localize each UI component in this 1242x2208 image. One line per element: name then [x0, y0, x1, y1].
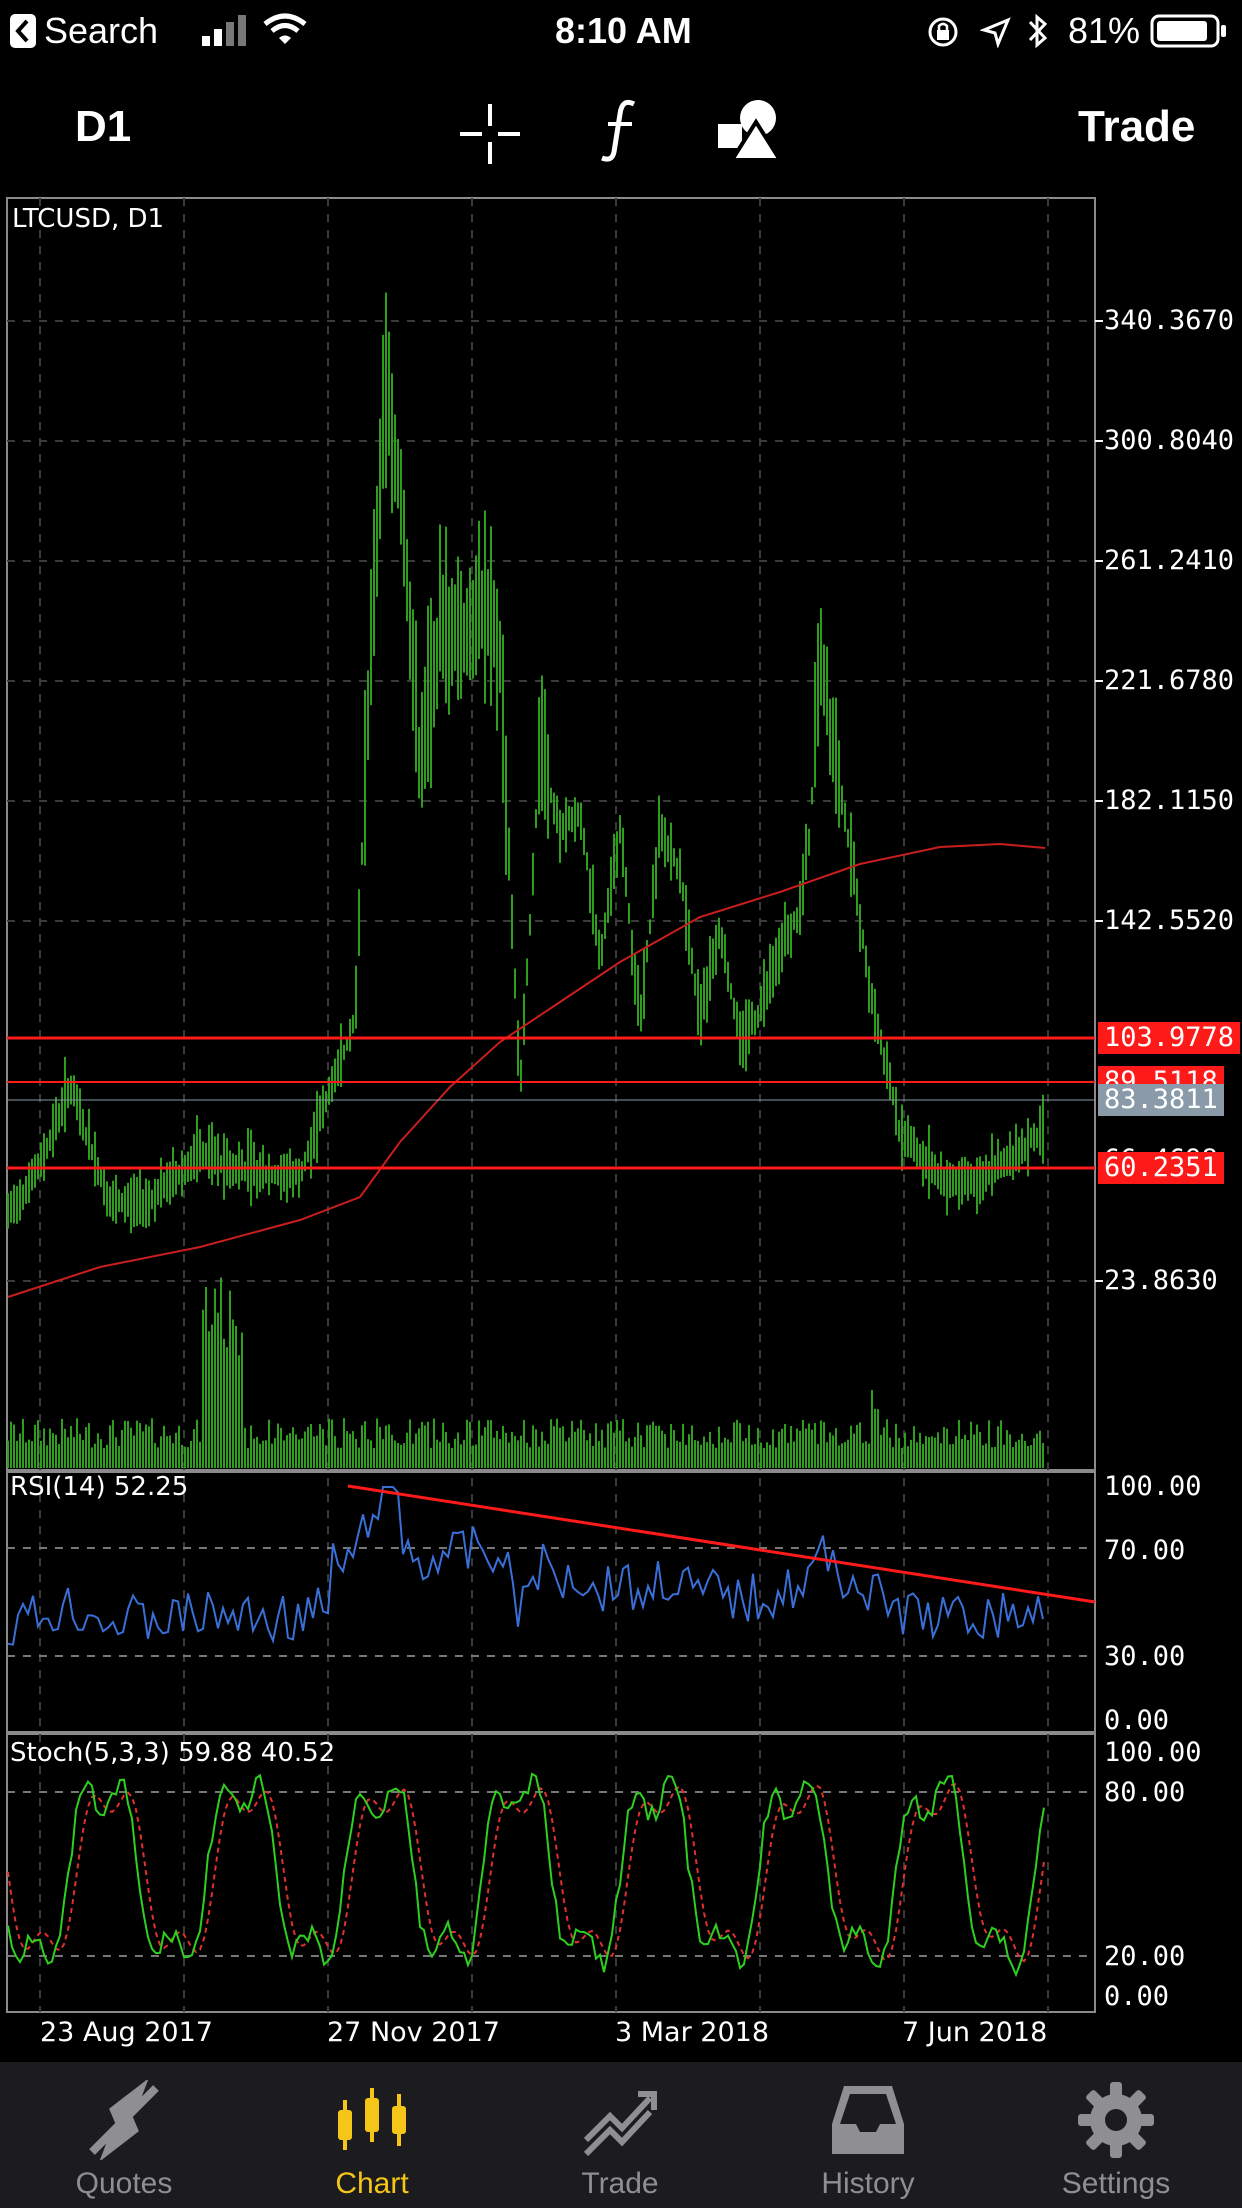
tab-label: History	[821, 2167, 915, 2200]
chart-symbol-title: LTCUSD, D1	[12, 204, 165, 234]
price-axis-label: 340.3670	[1104, 305, 1235, 336]
current-price-badge: 83.3811	[1098, 1084, 1224, 1116]
pane-frame	[6, 1733, 1096, 2013]
rsi-axis-label: 30.00	[1104, 1641, 1186, 1672]
moving-average-line	[7, 842, 1046, 1298]
level-badge-lower: 60.2351	[1098, 1152, 1224, 1184]
pane-frame	[6, 1471, 1096, 1733]
back-to-search-link[interactable]: Search	[44, 10, 159, 51]
rsi-axis-label: 100.00	[1104, 1471, 1202, 1502]
pane-frame	[6, 197, 1096, 1471]
tab-label: Quotes	[75, 2167, 173, 2200]
settings-icon	[1078, 2082, 1154, 2158]
orientation-lock-icon	[925, 14, 961, 55]
battery-percent: 81%	[1068, 10, 1141, 51]
price-axis-label: 221.6780	[1104, 665, 1235, 696]
function-icon[interactable]	[596, 96, 646, 171]
rsi-trendline	[347, 1484, 1096, 1604]
chart-area[interactable]: LTCUSD, D1 340.3670 300.8040 261.2410 22…	[0, 192, 1242, 2062]
tab-settings[interactable]: Settings	[992, 2062, 1240, 2208]
shapes-icon[interactable]	[716, 98, 784, 167]
price-axis-label: 182.1150	[1104, 785, 1235, 816]
stoch-title: Stoch(5,3,3) 59.88 40.52	[10, 1738, 336, 1768]
location-icon	[979, 16, 1012, 53]
tab-trade[interactable]: Trade	[496, 2062, 744, 2208]
rsi-title: RSI(14) 52.25	[10, 1472, 189, 1502]
crosshair-icon[interactable]	[458, 102, 522, 171]
chart-toolbar: D1 Trade	[0, 62, 1242, 192]
price-axis-label: 261.2410	[1104, 545, 1235, 576]
history-icon	[832, 2086, 904, 2154]
back-chevron-icon[interactable]	[10, 14, 36, 48]
date-axis-label: 23 Aug 2017	[40, 2017, 213, 2048]
stoch-axis-label: 80.00	[1104, 1777, 1186, 1808]
trade-button[interactable]: Trade	[1078, 102, 1196, 151]
stoch-signal-line	[7, 1782, 1045, 1963]
cellular-signal-icon	[200, 14, 250, 53]
date-axis-label: 7 Jun 2018	[902, 2017, 1048, 2048]
stoch-axis-label: 100.00	[1104, 1737, 1202, 1768]
date-axis-label: 27 Nov 2017	[327, 2017, 500, 2048]
tab-label: Settings	[1061, 2167, 1171, 2200]
status-time: 8:10 AM	[555, 10, 692, 51]
level-badge-upper: 103.9778	[1098, 1022, 1241, 1054]
quotes-icon	[89, 2080, 159, 2160]
trade-icon	[583, 2091, 657, 2157]
rsi-axis-label: 0.00	[1104, 1705, 1170, 1736]
wifi-icon	[262, 12, 308, 51]
stoch-axis-label: 0.00	[1104, 1981, 1170, 2012]
tab-chart[interactable]: Chart	[248, 2062, 496, 2208]
rsi-line	[7, 1486, 1044, 1646]
stoch-axis-label: 20.00	[1104, 1941, 1186, 1972]
tab-bar: Quotes Chart Trade History Settings	[0, 2062, 1242, 2208]
tab-label: Trade	[581, 2167, 659, 2200]
price-axis-label: 300.8040	[1104, 425, 1235, 456]
rsi-axis-label: 70.00	[1104, 1535, 1186, 1566]
date-axis-label: 3 Mar 2018	[615, 2017, 769, 2048]
chart-canvas[interactable]	[0, 192, 1242, 2062]
tab-history[interactable]: History	[744, 2062, 992, 2208]
price-axis-label: 23.8630	[1104, 1265, 1218, 1296]
stoch-main-line	[7, 1772, 1045, 1978]
timeframe-button[interactable]: D1	[75, 102, 132, 151]
bluetooth-icon	[1026, 12, 1050, 55]
battery-icon	[1150, 14, 1230, 53]
status-bar: Search 8:10 AM 81%	[0, 0, 1242, 62]
chart-icon	[338, 2088, 406, 2150]
tab-label: Chart	[335, 2167, 409, 2200]
price-axis-label: 142.5520	[1104, 905, 1235, 936]
tab-quotes[interactable]: Quotes	[0, 2062, 248, 2208]
